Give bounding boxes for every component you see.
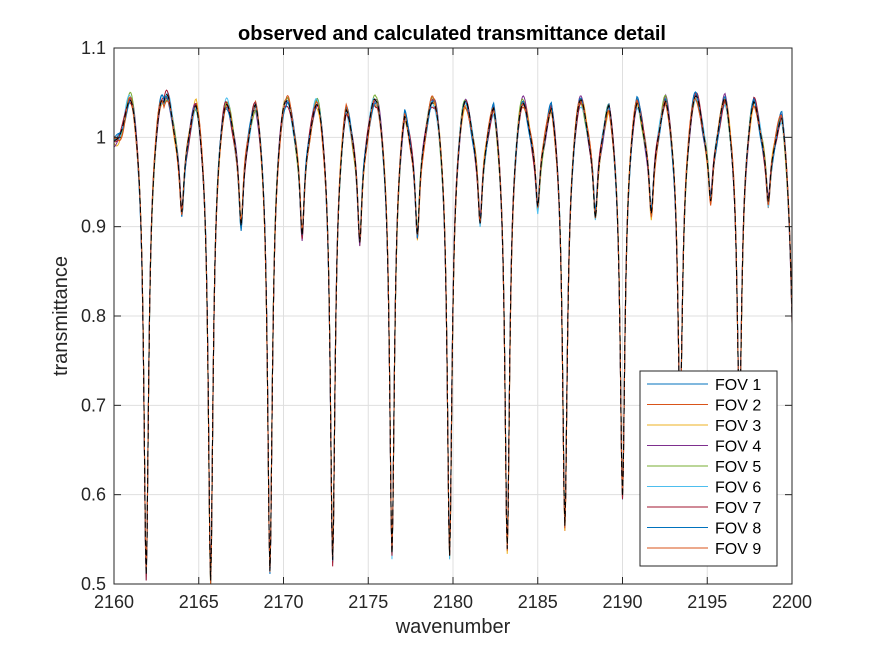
y-tick-label-3: 0.8 <box>81 306 106 326</box>
legend-label-fov-3: FOV 3 <box>715 418 761 435</box>
legend: FOV 1 FOV 2 FOV 3 FOV 4 FOV 5 FOV 6 FOV 7 FOV 8… <box>639 370 778 567</box>
x-axis-label: wavenumber <box>395 616 511 638</box>
legend-box <box>639 370 778 567</box>
legend-label-fov-7: FOV 7 <box>715 500 761 517</box>
x-tick-label-0: 2160 <box>94 592 134 612</box>
chart-title: observed and calculated transmittance de… <box>238 23 666 45</box>
y-tick-label-4: 0.9 <box>81 217 106 237</box>
legend-label-fov-4: FOV 4 <box>715 439 761 456</box>
x-tick-label-1: 2165 <box>179 592 219 612</box>
x-tick-label-3: 2175 <box>348 592 388 612</box>
x-tick-label-8: 2200 <box>772 592 812 612</box>
legend-label-fov-5: FOV 5 <box>715 459 761 476</box>
x-tick-label-2: 2170 <box>263 592 303 612</box>
y-tick-label-1: 0.6 <box>81 485 106 505</box>
ticks: 2160 2165 2170 2175 2180 2185 2190 2195 2200 0.5 0… <box>81 38 812 612</box>
legend-label-fov-6: FOV 6 <box>715 480 761 497</box>
x-tick-label-7: 2195 <box>687 592 727 612</box>
x-tick-label-6: 2190 <box>602 592 642 612</box>
legend-label-fov-2: FOV 2 <box>715 398 761 415</box>
y-tick-label-0: 0.5 <box>81 574 106 594</box>
x-tick-label-4: 2180 <box>433 592 473 612</box>
legend-label-fov-9: FOV 9 <box>715 541 761 558</box>
x-tick-label-5: 2185 <box>518 592 558 612</box>
legend-label-fov-1: FOV 1 <box>715 377 761 394</box>
y-tick-label-2: 0.7 <box>81 395 106 415</box>
legend-label-fov-8: FOV 8 <box>715 521 761 538</box>
y-axis-label: transmittance <box>50 256 72 376</box>
y-tick-label-5: 1 <box>96 127 106 147</box>
y-tick-label-6: 1.1 <box>81 38 106 58</box>
